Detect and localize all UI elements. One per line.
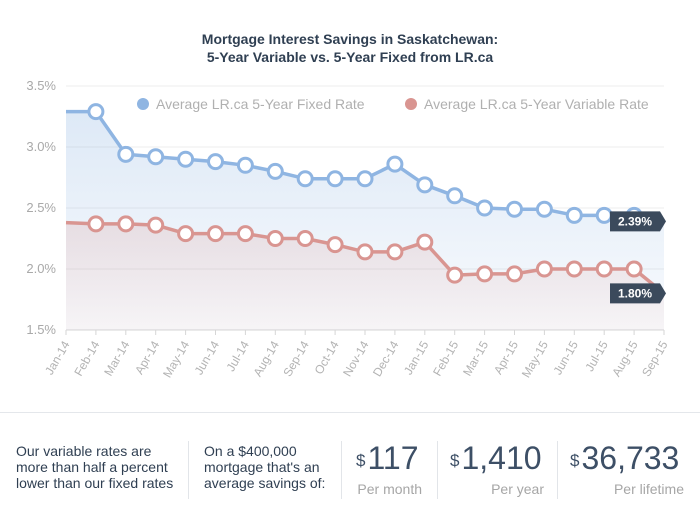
yearly-savings-value: $1,410	[450, 440, 542, 476]
y-tick-label: 2.5%	[26, 200, 56, 215]
x-tick-label: Feb-14	[71, 338, 102, 378]
callout-bubble	[610, 211, 666, 232]
fixed-rate-point	[177, 150, 195, 168]
monthly-savings-label: Per month	[357, 481, 422, 497]
fixed-rate-point	[535, 200, 553, 218]
legend-fixed-swatch	[137, 98, 149, 110]
y-tick-label: 3.0%	[26, 139, 56, 154]
x-tick-label: May-15	[519, 338, 551, 380]
variable-rate-point	[506, 265, 523, 283]
fixed-rate-point	[446, 187, 464, 205]
variable-rate-point	[625, 260, 643, 278]
x-tick-label: Mar-14	[101, 338, 132, 378]
x-tick-label: Sep-15	[639, 338, 671, 379]
x-tick-label: Apr-14	[132, 338, 162, 376]
fixed-rate-point	[356, 170, 374, 188]
variable-rate-point	[236, 225, 254, 243]
variable-rate-point	[386, 243, 404, 261]
variable-rate-area	[66, 222, 664, 330]
legend-fixed-label: Average LR.ca 5-Year Fixed Rate	[156, 96, 365, 112]
lifetime-savings-value: $36,733	[570, 440, 680, 476]
savings-summary: Our variable rates are more than half a …	[0, 412, 700, 524]
fixed-rate-point	[117, 145, 135, 163]
monthly-savings-value: $117	[356, 440, 419, 476]
currency-symbol: $	[570, 451, 580, 470]
x-tick-label: Sep-14	[280, 338, 312, 379]
fixed-rate-callout: 2.39%	[610, 211, 666, 232]
chart-subtitle: 5-Year Variable vs. 5-Year Fixed from LR…	[207, 49, 494, 65]
callout-label: 2.39%	[618, 214, 652, 228]
chart-title: Mortgage Interest Savings in Saskatchewa…	[202, 31, 498, 47]
variable-rate-point	[565, 260, 583, 278]
x-tick-label: Aug-15	[609, 338, 641, 379]
variable-rate-point	[117, 215, 135, 233]
divider	[557, 441, 558, 499]
x-tick-label: Jul-14	[224, 338, 253, 374]
x-tick-label: Dec-14	[370, 338, 402, 379]
fixed-rate-point	[416, 176, 434, 194]
variable-rate-point	[87, 215, 105, 233]
x-tick-label: Jan-14	[42, 338, 73, 377]
x-tick-label: Jun-14	[192, 338, 223, 377]
line-chart: Mortgage Interest Savings in Saskatchewa…	[26, 31, 671, 380]
y-tick-label: 3.5%	[26, 78, 56, 93]
fixed-rate-point	[565, 206, 583, 224]
variable-rate-point	[266, 230, 284, 247]
x-tick-label: Mar-15	[460, 338, 491, 378]
x-tick-label: Jul-15	[582, 338, 611, 374]
variable-rate-point	[416, 233, 434, 251]
x-tick-label: Nov-14	[340, 338, 372, 379]
variable-rate-point	[595, 260, 613, 278]
fixed-rate-point	[476, 199, 494, 217]
divider	[341, 441, 342, 499]
fixed-rate-point	[386, 155, 404, 173]
variable-rate-point	[177, 225, 195, 243]
fixed-rate-point	[147, 148, 165, 166]
variable-rate-point	[296, 230, 314, 247]
chart-area: Mortgage Interest Savings in Saskatchewa…	[26, 31, 671, 380]
savings-description-text: On a $400,000 mortgage that's an average…	[204, 443, 326, 491]
x-tick-label: Feb-15	[430, 338, 461, 378]
divider	[437, 441, 438, 499]
y-tick-label: 2.0%	[26, 261, 56, 276]
fixed-rate-point	[506, 200, 523, 218]
variable-rate-point	[356, 243, 374, 261]
legend-variable-label: Average LR.ca 5-Year Variable Rate	[424, 96, 649, 112]
variable-rate-point	[535, 260, 553, 278]
fixed-rate-point	[207, 153, 224, 171]
x-tick-label: Aug-14	[250, 338, 282, 379]
yearly-savings-label: Per year	[491, 481, 544, 497]
variable-rate-point	[326, 236, 344, 254]
callout-label: 1.80%	[618, 286, 652, 300]
x-tick-label: May-14	[160, 338, 192, 380]
legend-variable-swatch	[405, 98, 417, 110]
variable-rate-callout: 1.80%	[610, 283, 666, 304]
variable-rate-point	[147, 216, 165, 234]
lifetime-savings-label: Per lifetime	[613, 481, 684, 497]
fixed-rate-point	[326, 170, 344, 188]
fixed-rate-point	[87, 103, 105, 121]
x-tick-label: Jan-15	[401, 338, 432, 377]
fixed-rate-point	[296, 170, 314, 188]
fixed-rate-point	[236, 156, 254, 174]
variable-rate-point	[207, 225, 224, 243]
x-tick-label: Apr-15	[491, 338, 521, 376]
currency-symbol: $	[356, 451, 366, 470]
fixed-rate-point	[266, 162, 284, 180]
divider	[188, 441, 189, 499]
variable-rate-point	[446, 266, 464, 284]
fixed-rate-point	[595, 206, 613, 224]
variable-rate-point	[476, 265, 494, 283]
callout-bubble	[610, 283, 666, 304]
currency-symbol: $	[450, 451, 460, 470]
y-tick-label: 1.5%	[26, 322, 56, 337]
x-tick-label: Jun-15	[550, 338, 581, 377]
rates-comparison-text: Our variable rates are more than half a …	[16, 443, 174, 491]
x-tick-label: Oct-14	[312, 338, 342, 376]
